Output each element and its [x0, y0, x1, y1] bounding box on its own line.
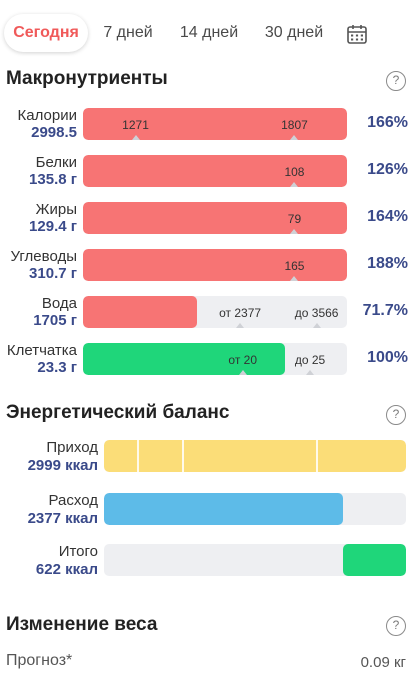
energy-bar[interactable] [104, 440, 406, 472]
energy-title: Энергетический баланс [6, 402, 230, 423]
macro-value: 135.8 г [29, 171, 77, 188]
macro-bar[interactable]: 108 [83, 155, 347, 187]
macro-value: 310.7 г [29, 265, 77, 282]
macro-percent: 126% [367, 161, 408, 178]
energy-bar-divider [181, 440, 184, 472]
macro-label: Углеводы [10, 248, 77, 265]
macros-help-icon[interactable]: ? [386, 71, 406, 91]
energy-bar[interactable] [104, 493, 406, 525]
macro-norm-tick [238, 370, 247, 375]
macro-norm-label: 1271 [122, 118, 149, 132]
energy-value: 2999 ккал [27, 457, 98, 474]
tab-today[interactable]: Сегодня [4, 14, 88, 52]
tab-14-days[interactable]: 14 дней [179, 24, 239, 41]
calendar-icon[interactable] [346, 23, 368, 45]
macro-row: Клетчатка 23.3 г от 20 до 25 100% [0, 342, 414, 383]
energy-label: Приход [46, 439, 98, 456]
forecast-label: Прогноз* [6, 652, 73, 669]
macro-norm-tick [290, 135, 299, 140]
energy-label: Итого [58, 543, 98, 560]
energy-bar-divider [316, 440, 319, 472]
forecast-value: 0.09 кг [360, 654, 406, 671]
weight-title: Изменение веса [6, 614, 158, 635]
energy-value: 622 ккал [35, 561, 98, 578]
macro-label: Калории [17, 107, 77, 124]
macro-norm-label: от 20 [228, 353, 258, 367]
macro-norm-tick [290, 229, 299, 234]
macro-norm-label: от 2377 [219, 306, 262, 320]
macro-percent: 71.7% [362, 302, 408, 319]
macro-percent: 100% [367, 349, 408, 366]
energy-bar-divider [136, 440, 139, 472]
macro-value: 23.3 г [37, 359, 77, 376]
macro-bar-fill [83, 249, 347, 281]
energy-bar-fill [104, 440, 406, 472]
macro-norm-tick [236, 323, 245, 328]
macro-label: Вода [41, 295, 77, 312]
macro-label: Жиры [35, 201, 77, 218]
macro-row: Вода 1705 г от 2377 до 3566 71.7% [0, 295, 414, 336]
macro-bar-fill [83, 155, 347, 187]
macro-row: Белки 135.8 г 108 126% [0, 154, 414, 195]
macro-bar[interactable]: от 20 до 25 [83, 343, 347, 375]
macro-value: 1705 г [33, 312, 77, 329]
energy-label: Расход [48, 492, 98, 509]
tab-30-days[interactable]: 30 дней [264, 24, 324, 41]
macro-row: Углеводы 310.7 г 165 188% [0, 248, 414, 289]
energy-bar-fill [104, 493, 344, 525]
macro-norm-tick [306, 370, 315, 375]
macro-bar[interactable]: от 2377 до 3566 [83, 296, 347, 328]
macro-row: Жиры 129.4 г 79 164% [0, 201, 414, 242]
macro-norm-label: 79 [287, 212, 302, 226]
macro-norm-label: 1807 [281, 118, 308, 132]
macro-label: Белки [35, 154, 77, 171]
macro-norm-label: до 3566 [294, 306, 339, 320]
macro-norm-tick [312, 323, 321, 328]
macro-label: Клетчатка [6, 342, 77, 359]
energy-row: Приход 2999 ккал [0, 439, 414, 480]
macro-norm-label: 108 [284, 165, 305, 179]
macro-norm-label: 165 [284, 259, 305, 273]
energy-bar[interactable] [104, 544, 406, 576]
energy-help-icon[interactable]: ? [386, 405, 406, 425]
macro-bar-fill [83, 343, 285, 375]
macro-percent: 164% [367, 208, 408, 225]
macro-bar[interactable]: 79 [83, 202, 347, 234]
macro-norm-tick [290, 182, 299, 187]
macro-bar-fill [83, 202, 347, 234]
macros-title: Макронутриенты [6, 68, 168, 89]
tab-7-days[interactable]: 7 дней [103, 24, 153, 41]
energy-row: Расход 2377 ккал [0, 492, 414, 533]
macro-bar-fill [83, 108, 347, 140]
macro-value: 129.4 г [29, 218, 77, 235]
macro-norm-label: до 25 [294, 353, 326, 367]
macro-norm-tick [290, 276, 299, 281]
macro-bar[interactable]: 1271 1807 [83, 108, 347, 140]
macro-percent: 166% [367, 114, 408, 131]
energy-value: 2377 ккал [27, 510, 98, 527]
macro-norm-tick [131, 135, 140, 140]
period-tabs: Сегодня 7 дней 14 дней 30 дней [0, 14, 414, 54]
macro-bar[interactable]: 165 [83, 249, 347, 281]
macro-value: 2998.5 [31, 124, 77, 141]
weight-help-icon[interactable]: ? [386, 616, 406, 636]
energy-row: Итого 622 ккал [0, 543, 414, 584]
energy-bar-fill [343, 544, 406, 576]
macro-row: Калории 2998.5 1271 1807 166% [0, 107, 414, 148]
macro-percent: 188% [367, 255, 408, 272]
macro-bar-fill [83, 296, 197, 328]
